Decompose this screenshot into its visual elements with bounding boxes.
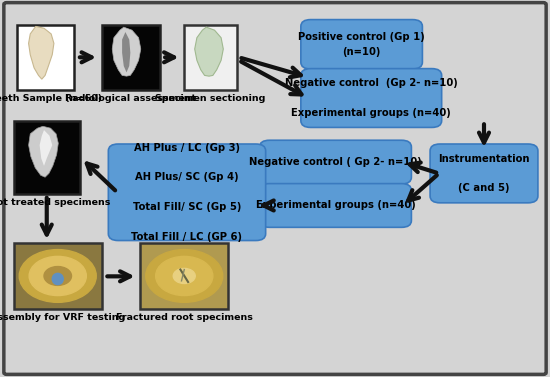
Text: Instrumentation

(C and 5): Instrumentation (C and 5)	[438, 153, 530, 193]
FancyBboxPatch shape	[140, 243, 228, 309]
Polygon shape	[29, 126, 58, 177]
Polygon shape	[29, 26, 54, 79]
FancyBboxPatch shape	[430, 144, 538, 203]
Circle shape	[146, 250, 223, 302]
Circle shape	[173, 268, 195, 284]
Text: Specimen sectioning: Specimen sectioning	[156, 94, 266, 103]
FancyBboxPatch shape	[108, 144, 266, 241]
FancyBboxPatch shape	[184, 25, 236, 90]
Text: Teeth Sample (n=60): Teeth Sample (n=60)	[0, 94, 102, 103]
FancyBboxPatch shape	[16, 25, 74, 90]
FancyBboxPatch shape	[301, 69, 442, 127]
Text: Negative control  (Gp 2- n=10)

Experimental groups (n=40): Negative control (Gp 2- n=10) Experiment…	[285, 78, 458, 118]
FancyBboxPatch shape	[301, 20, 422, 69]
Text: Root treated specimens: Root treated specimens	[0, 198, 111, 207]
Polygon shape	[112, 27, 141, 76]
FancyBboxPatch shape	[260, 140, 411, 184]
Circle shape	[156, 256, 213, 296]
Circle shape	[19, 250, 96, 302]
Polygon shape	[122, 32, 130, 72]
FancyBboxPatch shape	[14, 121, 80, 194]
Text: Fractured root specimens: Fractured root specimens	[116, 313, 252, 322]
Text: AH Plus / LC (Gp 3)

AH Plus/ SC (Gp 4)

Total Fill/ SC (Gp 5)

Total Fill / LC : AH Plus / LC (Gp 3) AH Plus/ SC (Gp 4) T…	[131, 143, 243, 242]
Polygon shape	[40, 130, 52, 166]
Circle shape	[44, 267, 72, 285]
Polygon shape	[195, 27, 223, 76]
Text: Positive control (Gp 1)
(n=10): Positive control (Gp 1) (n=10)	[298, 32, 425, 57]
Text: Experimental groups (n=40): Experimental groups (n=40)	[256, 201, 415, 210]
Text: Assembly for VRF testing: Assembly for VRF testing	[0, 313, 125, 322]
Text: Radiological assessment: Radiological assessment	[65, 94, 196, 103]
FancyBboxPatch shape	[260, 184, 411, 227]
Ellipse shape	[52, 273, 63, 285]
FancyBboxPatch shape	[14, 243, 102, 309]
FancyBboxPatch shape	[102, 25, 160, 90]
FancyBboxPatch shape	[4, 3, 546, 374]
Circle shape	[29, 256, 86, 296]
Text: Negative control ( Gp 2- n=10): Negative control ( Gp 2- n=10)	[249, 157, 422, 167]
